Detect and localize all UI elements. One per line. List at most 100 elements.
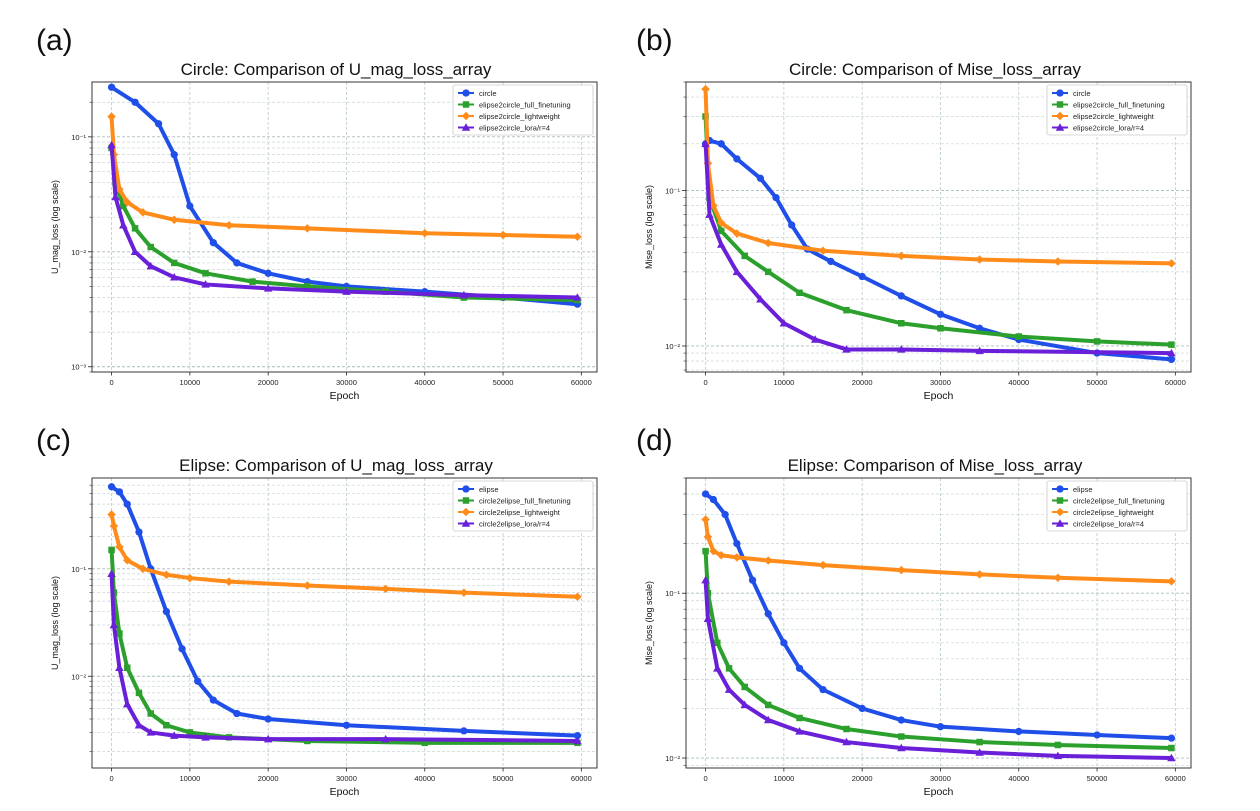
data-point [732,229,742,238]
data-point [186,729,194,736]
data-point [898,733,905,740]
legend: circle elipse2circle_full_finetuningelips… [1046,84,1188,136]
data-point [303,581,312,590]
data-point [134,720,144,729]
x-tick-label: 0 [109,774,113,783]
y-axis-label: U_mag_loss (log scale) [50,576,60,670]
data-point [1015,333,1023,340]
data-point [573,232,582,242]
x-tick-label: 50000 [1087,378,1108,387]
x-tick-label: 30000 [336,378,357,387]
series-elipse [107,483,582,740]
data-point [780,639,788,647]
data-point [194,677,202,685]
data-point [858,704,866,713]
data-point [897,251,906,261]
y-tick-label: 10⁻¹ [665,589,680,598]
data-point [772,194,780,202]
data-point [115,185,124,194]
data-point [263,734,273,743]
panel-label-c: (c) [36,424,71,457]
data-point [701,515,710,524]
data-point [304,283,311,290]
data-point [130,247,140,256]
x-tick-label: 40000 [414,774,435,783]
x-tick-label: 50000 [493,774,514,783]
data-point [701,490,710,498]
data-point [131,225,139,232]
panel-label-d: (d) [636,424,673,457]
legend-label: circle2elipse_lora/r=4 [1073,519,1144,528]
chart-title: Circle: Comparison of Mise_loss_array [789,60,1081,79]
data-point [741,683,748,691]
data-point [819,685,827,694]
x-tick-label: 20000 [852,774,873,783]
data-point [107,112,116,121]
data-point [573,736,582,745]
series-elipse2circle_lora/r=4 [701,139,1176,357]
data-point [897,345,906,353]
data-point [796,289,803,297]
x-tick-label: 10000 [179,378,200,387]
data-point [573,732,582,740]
legend: circle elipse2circle_full_finetuningelips… [452,84,594,136]
series-circle2elipse_lightweight [701,515,1176,586]
data-point [843,306,850,314]
data-point [201,733,210,741]
x-tick-label: 20000 [852,378,873,387]
x-tick-label: 60000 [571,378,592,387]
data-point [897,565,906,575]
data-point [764,701,772,709]
data-point [1167,577,1176,586]
plot-frame [91,477,598,769]
data-point [714,639,721,647]
x-tick-label: 40000 [1008,774,1029,783]
data-point [858,272,866,281]
data-point [717,227,725,235]
series-line [109,547,580,745]
data-point [1167,355,1176,364]
data-point [842,345,851,353]
legend-swatch-marker [461,123,471,131]
data-point [703,614,713,622]
legend-label: elipse [479,485,499,494]
legend-item: circle2elipse_lightweight [1052,507,1155,517]
legend-box [452,480,594,532]
data-point [936,723,945,731]
legend-label: elipse2circle_full_finetuning [479,100,571,109]
data-point [713,664,722,672]
x-tick-label: 0 [703,774,707,783]
data-point [107,83,116,91]
legend-item: elipse2circle_full_finetuning [458,100,571,109]
series-circle2elipse_lightweight [107,510,582,601]
data-point [460,727,468,735]
data-point [842,737,851,746]
data-point [202,270,209,277]
data-point [897,292,905,300]
data-point [115,663,124,671]
data-point [420,228,430,238]
data-point [975,346,984,355]
chart-panel-4: 0 10000 20000 30000 40000 50000 60000 10⁻² 10⁻¹ E… [644,456,1192,798]
data-point [1093,731,1101,739]
data-point [764,610,772,618]
data-point [976,738,983,746]
x-axis-label: Epoch [924,786,954,798]
plot-frame [685,477,1192,769]
data-point [264,715,272,723]
data-point [107,569,116,577]
data-point [224,577,234,586]
x-tick-label: 30000 [930,774,951,783]
data-point [138,208,148,217]
data-point [779,319,789,327]
legend-item: circle2elipse_full_finetuning [458,496,571,505]
data-point [748,576,757,584]
x-axis-label: Epoch [330,390,360,402]
legend-item: elipse [1052,485,1093,494]
data-point [263,284,273,292]
data-point [122,197,132,207]
data-point [107,140,116,149]
series-elipse2circle_lightweight [107,112,582,242]
x-tick-label: 60000 [1165,774,1186,783]
data-point [1053,257,1063,266]
